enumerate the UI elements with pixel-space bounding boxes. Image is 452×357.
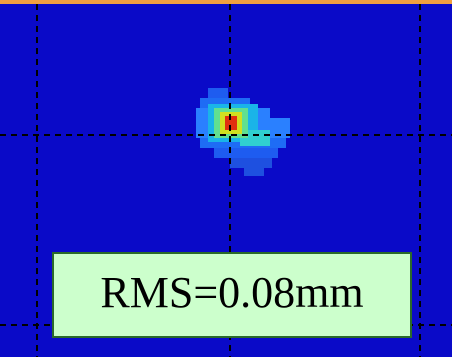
beam-image: RMS=0.08mm (0, 0, 452, 357)
page: RMS=0.08mm (() => { const data = JSON.pa… (0, 0, 452, 357)
top-border (0, 0, 452, 4)
spot-pixel (214, 148, 278, 158)
spot-pixel (230, 158, 272, 168)
spot-pixel (244, 168, 264, 176)
rms-label: RMS=0.08mm (100, 268, 363, 317)
spot-pixel (208, 88, 228, 98)
